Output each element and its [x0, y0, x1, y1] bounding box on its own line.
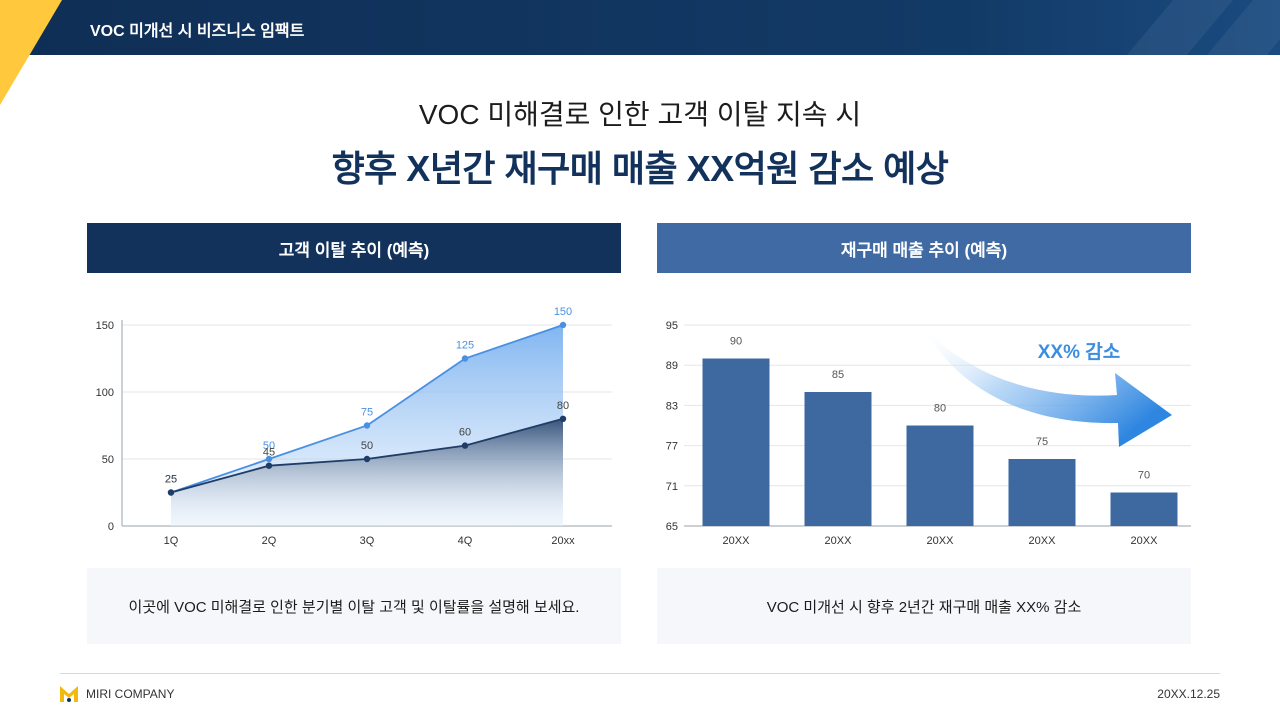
data-point [559, 321, 567, 329]
data-point [461, 355, 469, 362]
y-tick-label: 0 [108, 521, 114, 533]
y-tick-label: 83 [666, 400, 678, 412]
bar [804, 392, 872, 526]
company-name: MIRI COMPANY [86, 687, 175, 701]
headline-main: 향후 X년간 재구매 매출 XX억원 감소 예상 [331, 148, 949, 189]
x-tick-label: 20XX [1131, 535, 1159, 547]
revenue-note: VOC 미개선 시 향후 2년간 재구매 매출 XX% 감소 [657, 568, 1191, 644]
revenue-chart: 65 71 77 83 89 95 XX% 감소 90 20XX 85 20XX 80 20XX 75 20… [657, 295, 1194, 555]
churn-note: 이곳에 VOC 미해결로 인한 분기별 이탈 고객 및 이탈률을 설명해 보세요… [87, 568, 621, 644]
data-point [265, 462, 273, 469]
data-point [265, 455, 273, 463]
churn-panel-title: 고객 이탈 추이 (예측) [87, 223, 621, 273]
data-point [559, 415, 567, 422]
bar [1008, 459, 1076, 526]
x-tick-label: 1Q [164, 535, 179, 547]
footer-date: 20XX.12.25 [1157, 687, 1220, 701]
trend-annotation: XX% 감소 [1038, 341, 1120, 363]
company-logo-icon [60, 686, 78, 702]
y-tick-label: 95 [666, 320, 678, 332]
bar [906, 425, 974, 526]
x-tick-label: 3Q [360, 535, 375, 547]
data-label: 25 [165, 474, 177, 486]
bar [702, 358, 770, 526]
data-label: 90 [730, 336, 742, 348]
data-label: 85 [832, 369, 844, 381]
x-tick-label: 20XX [723, 535, 751, 547]
data-label: 50 [361, 440, 373, 452]
footer-divider [60, 673, 1220, 674]
revenue-chart-svg: 65 71 77 83 89 95 XX% 감소 90 20XX 85 20XX 80 20XX 75 20… [666, 320, 1194, 547]
data-label: 50 [263, 440, 275, 452]
data-label: 75 [361, 407, 373, 419]
series-area [171, 418, 563, 526]
header-title: VOC 미개선 시 비즈니스 임팩트 [90, 23, 305, 40]
data-point [461, 442, 469, 449]
data-point [363, 455, 371, 463]
data-label: 70 [1138, 470, 1150, 482]
churn-chart: 0 50 100 150 1Q 2Q 3Q 4Q 20xx 25 50 75 125 150 25 45 50 6… [87, 295, 621, 555]
y-tick-label: 50 [102, 454, 114, 466]
y-tick-label: 65 [666, 521, 678, 533]
y-tick-label: 71 [666, 481, 678, 493]
x-tick-label: 4Q [458, 535, 473, 547]
data-label: 75 [1036, 436, 1048, 448]
x-tick-label: 20XX [1029, 535, 1057, 547]
y-tick-label: 89 [666, 360, 678, 372]
headline-sub: VOC 미해결로 인한 고객 이탈 지속 시 [418, 99, 862, 130]
y-tick-label: 150 [96, 320, 114, 332]
data-label: 150 [554, 306, 572, 318]
top-bar [0, 0, 1280, 55]
bar [1110, 492, 1178, 526]
data-point [363, 422, 371, 429]
data-label: 25 [165, 474, 177, 486]
corner-accent [0, 0, 62, 105]
x-tick-label: 2Q [262, 535, 277, 547]
data-label: 80 [557, 400, 569, 412]
x-tick-label: 20XX [927, 535, 955, 547]
x-tick-label: 20xx [551, 535, 575, 547]
y-tick-label: 77 [666, 441, 678, 453]
data-label: 125 [456, 340, 474, 352]
trend-arrow-icon [922, 325, 1172, 447]
data-label: 60 [459, 427, 471, 439]
data-point [167, 489, 175, 496]
x-tick-label: 20XX [825, 535, 853, 547]
data-label: 45 [263, 447, 275, 459]
data-label: 80 [934, 403, 946, 415]
y-tick-label: 100 [96, 387, 114, 399]
revenue-panel-title: 재구매 매출 추이 (예측) [657, 223, 1191, 273]
